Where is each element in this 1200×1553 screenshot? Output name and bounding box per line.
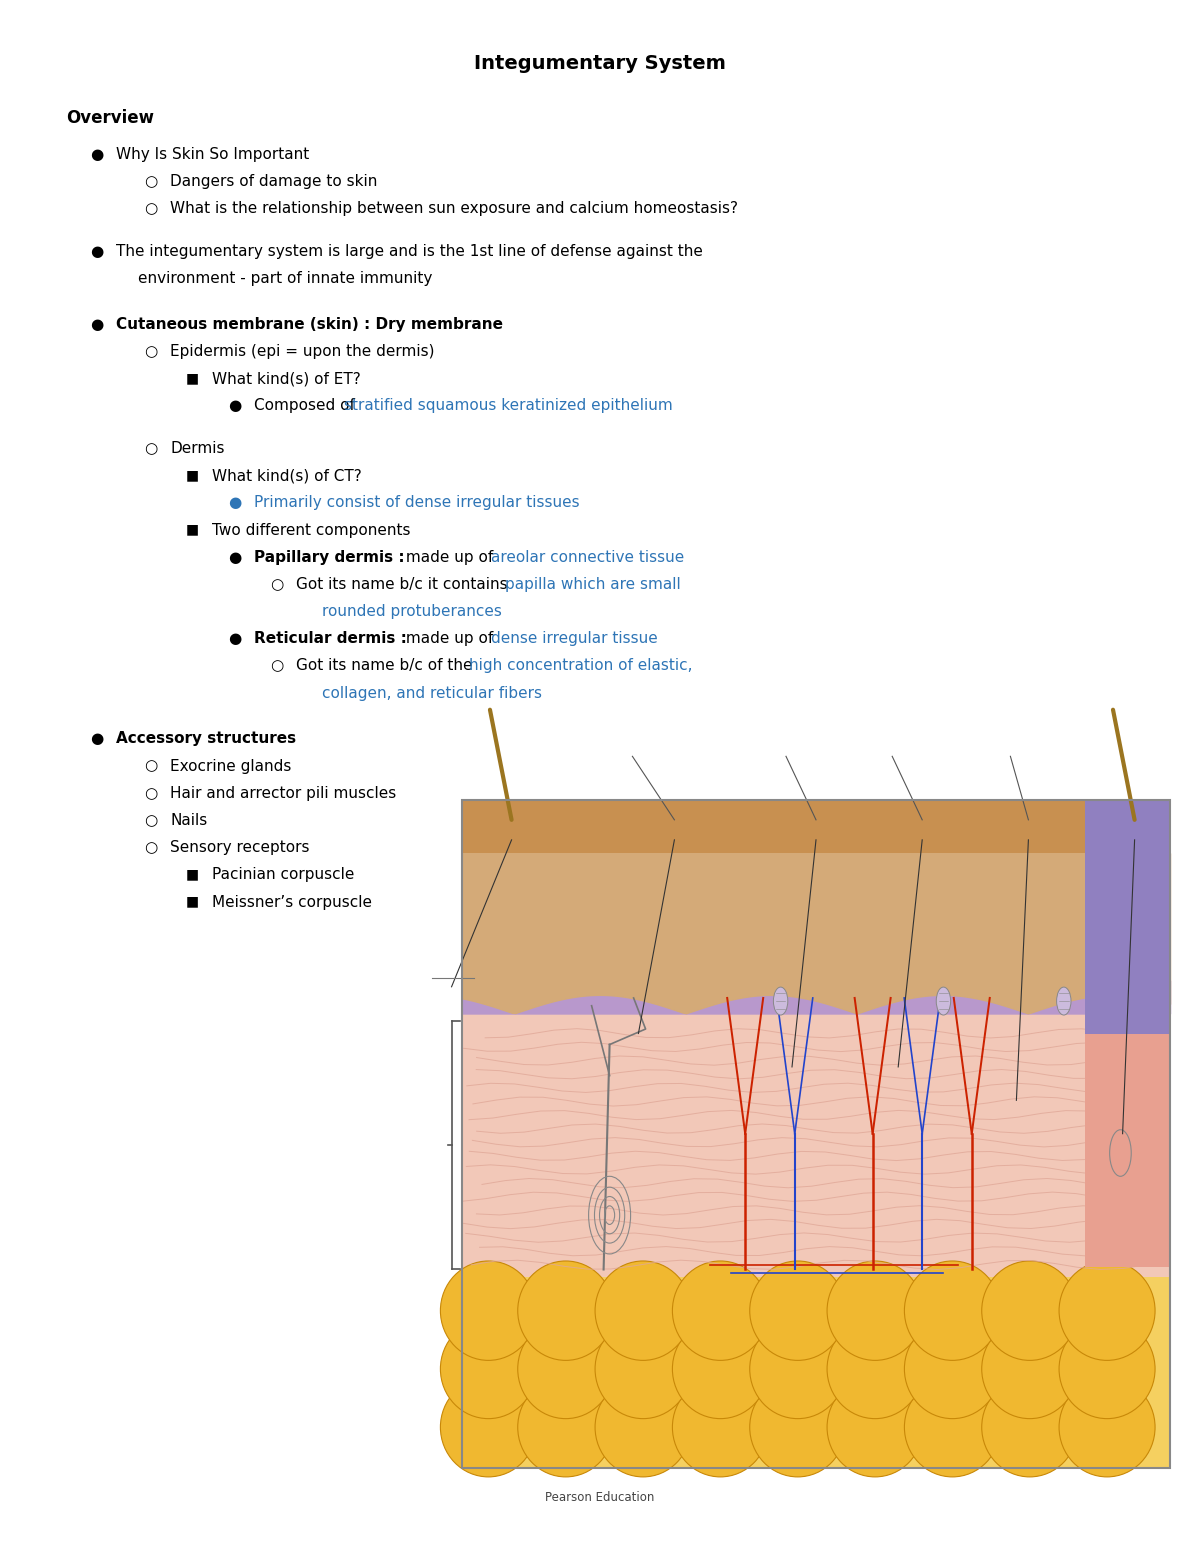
Text: ■: ■ bbox=[186, 867, 199, 882]
Text: Epidermis (epi = upon the dermis): Epidermis (epi = upon the dermis) bbox=[170, 343, 434, 359]
Ellipse shape bbox=[672, 1261, 768, 1360]
Bar bbox=[462, 1277, 1170, 1468]
Text: ■: ■ bbox=[186, 467, 199, 483]
Text: ■: ■ bbox=[186, 895, 199, 909]
Text: Pacinian corpuscle: Pacinian corpuscle bbox=[212, 867, 355, 882]
Ellipse shape bbox=[936, 988, 950, 1016]
Text: The integumentary system is large and is the 1st line of defense against the: The integumentary system is large and is… bbox=[116, 244, 703, 259]
Text: ●: ● bbox=[228, 550, 241, 565]
Text: Got its name b/c it contains: Got its name b/c it contains bbox=[296, 576, 512, 592]
Text: stratified squamous keratinized epithelium: stratified squamous keratinized epitheli… bbox=[343, 398, 672, 413]
Text: ■: ■ bbox=[186, 522, 199, 537]
Ellipse shape bbox=[595, 1318, 691, 1418]
Ellipse shape bbox=[517, 1261, 613, 1360]
Text: Papillary dermis :: Papillary dermis : bbox=[254, 550, 406, 565]
Text: Exocrine glands: Exocrine glands bbox=[170, 758, 292, 773]
Ellipse shape bbox=[440, 1378, 536, 1477]
Ellipse shape bbox=[905, 1318, 1001, 1418]
Ellipse shape bbox=[595, 1378, 691, 1477]
Ellipse shape bbox=[827, 1378, 923, 1477]
Text: Accessory structures: Accessory structures bbox=[116, 731, 296, 747]
Text: ○: ○ bbox=[144, 840, 157, 856]
Bar bbox=[462, 800, 1170, 853]
Ellipse shape bbox=[440, 1318, 536, 1418]
Text: made up of: made up of bbox=[401, 550, 498, 565]
Ellipse shape bbox=[595, 1261, 691, 1360]
Text: ○: ○ bbox=[270, 658, 283, 674]
Ellipse shape bbox=[1060, 1261, 1156, 1360]
Bar bbox=[462, 853, 1170, 966]
Ellipse shape bbox=[905, 1261, 1001, 1360]
Text: ○: ○ bbox=[144, 812, 157, 828]
Text: Primarily consist of dense irregular tissues: Primarily consist of dense irregular tis… bbox=[254, 495, 580, 511]
Text: papilla which are small: papilla which are small bbox=[505, 576, 680, 592]
Ellipse shape bbox=[750, 1318, 846, 1418]
Bar bbox=[1085, 800, 1170, 1034]
Text: ○: ○ bbox=[144, 758, 157, 773]
Ellipse shape bbox=[672, 1318, 768, 1418]
Text: What kind(s) of ET?: What kind(s) of ET? bbox=[212, 371, 361, 387]
Text: made up of: made up of bbox=[401, 631, 498, 646]
Text: high concentration of elastic,: high concentration of elastic, bbox=[469, 658, 692, 674]
Text: ●: ● bbox=[90, 731, 103, 747]
Text: Hair and arrector pili muscles: Hair and arrector pili muscles bbox=[170, 786, 397, 801]
Text: ○: ○ bbox=[144, 343, 157, 359]
Text: ●: ● bbox=[228, 495, 241, 511]
Text: Pearson Education: Pearson Education bbox=[545, 1491, 655, 1503]
Text: Two different components: Two different components bbox=[212, 522, 410, 537]
Text: rounded protuberances: rounded protuberances bbox=[322, 604, 502, 620]
Ellipse shape bbox=[440, 1261, 536, 1360]
Ellipse shape bbox=[672, 1378, 768, 1477]
Text: ○: ○ bbox=[270, 576, 283, 592]
Text: What kind(s) of CT?: What kind(s) of CT? bbox=[212, 467, 362, 483]
Bar bbox=[462, 1014, 1170, 1277]
Text: Composed of: Composed of bbox=[254, 398, 360, 413]
Bar bbox=[462, 943, 1170, 1014]
Text: What is the relationship between sun exposure and calcium homeostasis?: What is the relationship between sun exp… bbox=[170, 200, 738, 216]
Text: ●: ● bbox=[228, 398, 241, 413]
Text: Reticular dermis :: Reticular dermis : bbox=[254, 631, 407, 646]
Bar bbox=[1085, 1034, 1170, 1267]
Text: Dermis: Dermis bbox=[170, 441, 224, 457]
Text: collagen, and reticular fibers: collagen, and reticular fibers bbox=[322, 685, 541, 700]
Text: environment - part of innate immunity: environment - part of innate immunity bbox=[138, 270, 432, 286]
Text: ●: ● bbox=[228, 631, 241, 646]
Bar bbox=[462, 800, 1170, 1468]
Text: ●: ● bbox=[90, 244, 103, 259]
Text: ○: ○ bbox=[144, 174, 157, 189]
Text: ○: ○ bbox=[144, 200, 157, 216]
Text: Cutaneous membrane (skin) : Dry membrane: Cutaneous membrane (skin) : Dry membrane bbox=[116, 317, 504, 332]
Ellipse shape bbox=[750, 1378, 846, 1477]
Text: ●: ● bbox=[90, 146, 103, 162]
Ellipse shape bbox=[1060, 1378, 1156, 1477]
Ellipse shape bbox=[827, 1318, 923, 1418]
Ellipse shape bbox=[827, 1261, 923, 1360]
Text: Meissner’s corpuscle: Meissner’s corpuscle bbox=[212, 895, 372, 910]
Ellipse shape bbox=[750, 1261, 846, 1360]
Ellipse shape bbox=[982, 1261, 1078, 1360]
Text: Sensory receptors: Sensory receptors bbox=[170, 840, 310, 856]
Text: Dangers of damage to skin: Dangers of damage to skin bbox=[170, 174, 378, 189]
Text: Integumentary System: Integumentary System bbox=[474, 54, 726, 73]
Ellipse shape bbox=[517, 1318, 613, 1418]
Text: ●: ● bbox=[90, 317, 103, 332]
Text: Why Is Skin So Important: Why Is Skin So Important bbox=[116, 146, 310, 162]
Ellipse shape bbox=[1056, 988, 1072, 1016]
Text: dense irregular tissue: dense irregular tissue bbox=[491, 631, 658, 646]
Ellipse shape bbox=[982, 1378, 1078, 1477]
Text: areolar connective tissue: areolar connective tissue bbox=[491, 550, 684, 565]
Text: ○: ○ bbox=[144, 441, 157, 457]
Text: ■: ■ bbox=[186, 371, 199, 385]
Ellipse shape bbox=[517, 1378, 613, 1477]
Ellipse shape bbox=[1060, 1318, 1156, 1418]
Text: Overview: Overview bbox=[66, 109, 154, 127]
Ellipse shape bbox=[905, 1378, 1001, 1477]
Ellipse shape bbox=[774, 988, 788, 1016]
Text: Got its name b/c of the: Got its name b/c of the bbox=[296, 658, 478, 674]
Text: Nails: Nails bbox=[170, 812, 208, 828]
Text: ○: ○ bbox=[144, 786, 157, 801]
Ellipse shape bbox=[982, 1318, 1078, 1418]
